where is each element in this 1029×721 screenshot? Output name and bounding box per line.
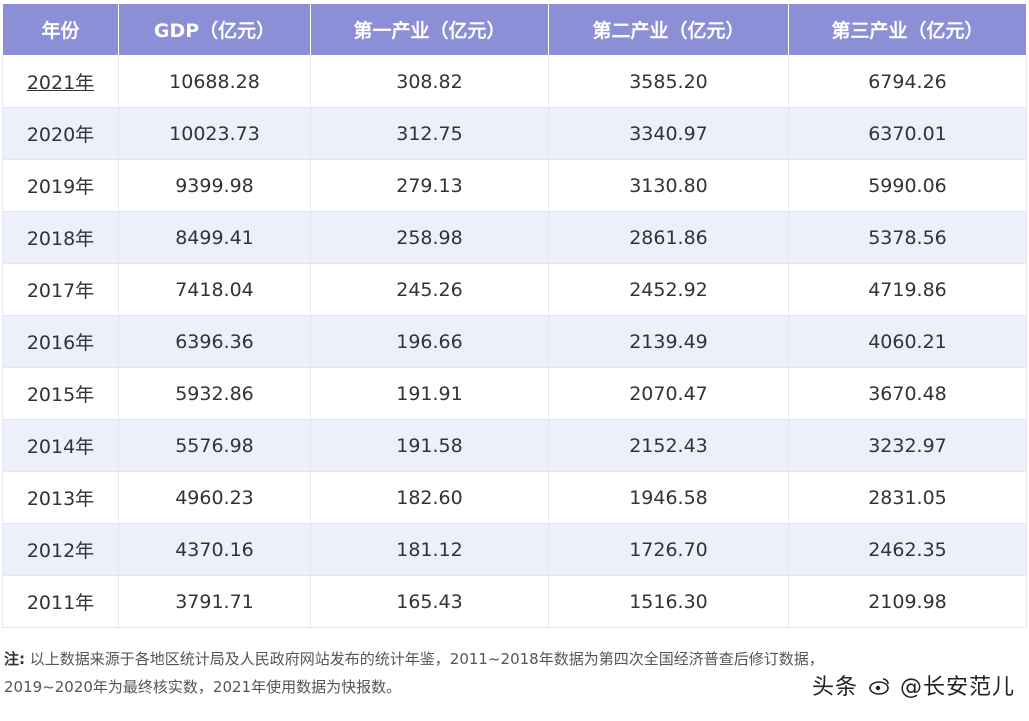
value-cell: 2152.43	[548, 419, 789, 472]
value-cell: 2452.92	[548, 263, 789, 316]
value-cell: 165.43	[310, 575, 549, 628]
table-row: 2012年 4370.16 181.12 1726.70 2462.35	[2, 523, 1027, 576]
value-cell: 279.13	[310, 159, 549, 212]
year-text: 2019年	[26, 176, 95, 198]
year-text: 2017年	[26, 280, 95, 302]
footnote-line-1: 注: 以上数据来源于各地区统计局及人民政府网站发布的统计年鉴，2011~2018…	[4, 645, 1024, 673]
value-cell: 3791.71	[118, 575, 311, 628]
table-row: 2015年 5932.86 191.91 2070.47 3670.48	[2, 367, 1027, 420]
value-cell: 308.82	[310, 55, 549, 108]
value-cell: 4719.86	[788, 263, 1027, 316]
gdp-table-container: 年份 GDP（亿元） 第一产业（亿元） 第二产业（亿元） 第三产业（亿元） 2021年 1…	[2, 3, 1027, 628]
year-cell: 2013年	[2, 471, 119, 524]
source-watermark: 头条 @长安范儿	[812, 669, 1015, 701]
year-cell: 2021年	[2, 55, 119, 108]
value-cell: 5576.98	[118, 419, 311, 472]
footnote-label: 注:	[4, 650, 25, 668]
table-body: 2021年 10688.28 308.82 3585.20 6794.26 2020年 10…	[2, 55, 1027, 628]
value-cell: 10023.73	[118, 107, 311, 160]
value-cell: 6370.01	[788, 107, 1027, 160]
year-link[interactable]: 2021年	[26, 72, 95, 94]
value-cell: 181.12	[310, 523, 549, 576]
column-header: 第一产业（亿元）	[310, 3, 549, 56]
year-text: 2013年	[26, 488, 95, 510]
year-cell: 2011年	[2, 575, 119, 628]
column-header: 第三产业（亿元）	[788, 3, 1027, 56]
watermark-handle: @长安范儿	[900, 675, 1016, 700]
year-cell: 2015年	[2, 367, 119, 420]
footnote-text-1: 以上数据来源于各地区统计局及人民政府网站发布的统计年鉴，2011~2018年数据…	[29, 650, 824, 668]
table-row: 2016年 6396.36 196.66 2139.49 4060.21	[2, 315, 1027, 368]
table-row: 2011年 3791.71 165.43 1516.30 2109.98	[2, 575, 1027, 628]
value-cell: 3585.20	[548, 55, 789, 108]
value-cell: 191.58	[310, 419, 549, 472]
value-cell: 7418.04	[118, 263, 311, 316]
watermark-prefix: 头条	[812, 675, 859, 700]
column-header: 年份	[2, 3, 119, 56]
footnote-line-2: 2019~2020年为最终核实数，2021年使用数据为快报数。	[4, 678, 402, 696]
table-header-row: 年份 GDP（亿元） 第一产业（亿元） 第二产业（亿元） 第三产业（亿元）	[2, 3, 1027, 56]
value-cell: 8499.41	[118, 211, 311, 264]
table-row: 2021年 10688.28 308.82 3585.20 6794.26	[2, 55, 1027, 108]
footnote: 注: 以上数据来源于各地区统计局及人民政府网站发布的统计年鉴，2011~2018…	[4, 645, 1024, 701]
value-cell: 3670.48	[788, 367, 1027, 420]
value-cell: 5932.86	[118, 367, 311, 420]
column-header: GDP（亿元）	[118, 3, 311, 56]
value-cell: 3130.80	[548, 159, 789, 212]
value-cell: 10688.28	[118, 55, 311, 108]
table-row: 2014年 5576.98 191.58 2152.43 3232.97	[2, 419, 1027, 472]
value-cell: 312.75	[310, 107, 549, 160]
value-cell: 4370.16	[118, 523, 311, 576]
value-cell: 5990.06	[788, 159, 1027, 212]
value-cell: 1726.70	[548, 523, 789, 576]
value-cell: 3232.97	[788, 419, 1027, 472]
value-cell: 196.66	[310, 315, 549, 368]
year-text: 2020年	[26, 124, 95, 146]
year-cell: 2016年	[2, 315, 119, 368]
value-cell: 245.26	[310, 263, 549, 316]
year-text: 2018年	[26, 228, 95, 250]
table-row: 2018年 8499.41 258.98 2861.86 5378.56	[2, 211, 1027, 264]
year-cell: 2020年	[2, 107, 119, 160]
value-cell: 4060.21	[788, 315, 1027, 368]
value-cell: 1516.30	[548, 575, 789, 628]
year-text: 2014年	[26, 436, 95, 458]
year-cell: 2012年	[2, 523, 119, 576]
year-text: 2011年	[26, 592, 95, 614]
value-cell: 1946.58	[548, 471, 789, 524]
value-cell: 2831.05	[788, 471, 1027, 524]
table-row: 2019年 9399.98 279.13 3130.80 5990.06	[2, 159, 1027, 212]
value-cell: 182.60	[310, 471, 549, 524]
value-cell: 2070.47	[548, 367, 789, 420]
value-cell: 3340.97	[548, 107, 789, 160]
year-cell: 2017年	[2, 263, 119, 316]
weibo-icon	[869, 678, 889, 695]
value-cell: 6396.36	[118, 315, 311, 368]
value-cell: 4960.23	[118, 471, 311, 524]
column-header: 第二产业（亿元）	[548, 3, 789, 56]
value-cell: 9399.98	[118, 159, 311, 212]
value-cell: 5378.56	[788, 211, 1027, 264]
year-cell: 2018年	[2, 211, 119, 264]
value-cell: 191.91	[310, 367, 549, 420]
year-cell: 2019年	[2, 159, 119, 212]
year-text: 2016年	[26, 332, 95, 354]
table-row: 2017年 7418.04 245.26 2452.92 4719.86	[2, 263, 1027, 316]
value-cell: 2139.49	[548, 315, 789, 368]
value-cell: 6794.26	[788, 55, 1027, 108]
year-text: 2015年	[26, 384, 95, 406]
value-cell: 258.98	[310, 211, 549, 264]
table-row: 2013年 4960.23 182.60 1946.58 2831.05	[2, 471, 1027, 524]
value-cell: 2462.35	[788, 523, 1027, 576]
value-cell: 2861.86	[548, 211, 789, 264]
value-cell: 2109.98	[788, 575, 1027, 628]
year-cell: 2014年	[2, 419, 119, 472]
table-row: 2020年 10023.73 312.75 3340.97 6370.01	[2, 107, 1027, 160]
gdp-table: 年份 GDP（亿元） 第一产业（亿元） 第二产业（亿元） 第三产业（亿元） 2021年 1…	[2, 3, 1027, 628]
year-text: 2012年	[26, 540, 95, 562]
